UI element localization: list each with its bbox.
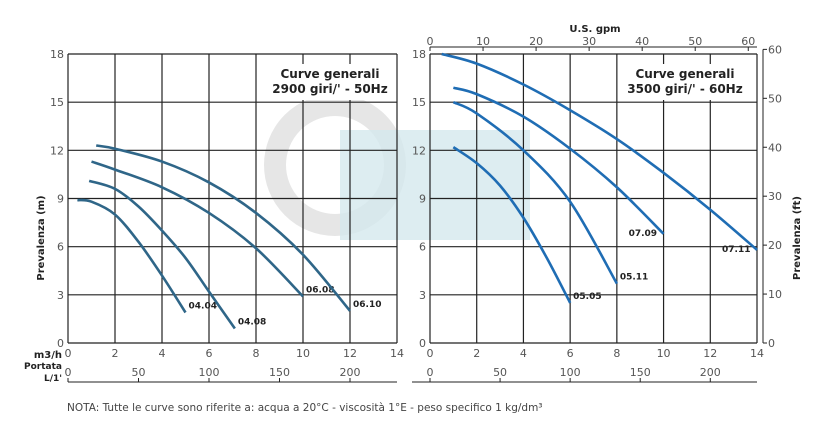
x2-tick-label: 100 — [198, 366, 219, 379]
y-tick-label: 0 — [57, 337, 64, 350]
ft-tick-label: 10 — [768, 288, 782, 301]
x-tick-label: 14 — [390, 347, 404, 360]
y2-axis-label: Prevalenza (ft) — [792, 196, 803, 280]
gpm-tick-label: 50 — [688, 35, 702, 48]
x-tick-label: 8 — [253, 347, 260, 360]
curve-05.05 — [452, 146, 572, 304]
y-tick-label: 3 — [57, 289, 64, 302]
y-tick-label: 12 — [412, 144, 426, 157]
curve-06.08 — [91, 160, 304, 298]
x-tick-label: 10 — [657, 347, 671, 360]
ft-tick-label: 50 — [768, 92, 782, 105]
x2-tick-label: 150 — [269, 366, 290, 379]
y-tick-label: 18 — [412, 48, 426, 61]
gpm-tick-label: 10 — [476, 35, 490, 48]
y-tick-label: 0 — [419, 337, 426, 350]
y-tick-label: 15 — [412, 96, 426, 109]
gpm-tick-label: 20 — [529, 35, 543, 48]
x-tick-label: 6 — [567, 347, 574, 360]
footnote: NOTA: Tutte le curve sono riferite a: ac… — [67, 402, 543, 414]
x-tick-label: 4 — [520, 347, 527, 360]
curve-04.08 — [88, 179, 236, 330]
x-tick-label: 2 — [112, 347, 119, 360]
x2-tick-label: 100 — [560, 366, 581, 379]
x-tick-label: 14 — [750, 347, 764, 360]
watermark-panel — [340, 130, 530, 240]
x2-tick-label: 50 — [131, 366, 145, 379]
x2-axis-label-line2: L/1' — [44, 374, 62, 384]
x-tick-label: 6 — [206, 347, 213, 360]
x2-axis-label-line1: Portata — [24, 362, 62, 372]
chart-title: Curve generali — [280, 67, 379, 81]
curve-label: 04.08 — [238, 318, 266, 328]
y-tick-label: 18 — [50, 48, 64, 61]
chart-panel-1: 0 2 4 6 8 10 12 14 0 3 6 9 12 15 18 Curve generali2900 … — [24, 48, 404, 384]
y-tick-label: 12 — [50, 144, 64, 157]
title-background — [265, 64, 395, 100]
ft-tick-label: 20 — [768, 239, 782, 252]
curve-label: 07.09 — [629, 229, 657, 239]
curve-04.04 — [77, 198, 187, 314]
x2-tick-label: 0 — [427, 366, 434, 379]
curve-label: 06.10 — [353, 300, 381, 310]
x2-tick-label: 0 — [65, 366, 72, 379]
y-tick-label: 6 — [57, 241, 64, 254]
x-axis-label: m3/h — [34, 350, 62, 361]
y-tick-label: 9 — [419, 193, 426, 206]
y-axis-label: Prevalenza (m) — [36, 195, 47, 280]
x-tick-label: 4 — [159, 347, 166, 360]
x2-tick-label: 50 — [493, 366, 507, 379]
curve-label: 07.11 — [722, 245, 750, 255]
x-tick-label: 8 — [613, 347, 620, 360]
ft-tick-label: 40 — [768, 141, 782, 154]
gpm-tick-label: 30 — [582, 35, 596, 48]
ft-tick-label: 30 — [768, 190, 782, 203]
curve-05.11 — [452, 100, 618, 285]
x-tick-label: 2 — [473, 347, 480, 360]
x2-tick-label: 200 — [339, 366, 360, 379]
curve-06.10 — [95, 144, 351, 312]
x2-tick-label: 150 — [630, 366, 651, 379]
gpm-axis-label: U.S. gpm — [569, 24, 620, 35]
curve-label: 05.11 — [620, 273, 648, 283]
chart-title: Curve generali — [635, 67, 734, 81]
title-background — [620, 64, 750, 100]
y-tick-label: 15 — [50, 96, 64, 109]
gpm-tick-label: 40 — [635, 35, 649, 48]
gpm-tick-label: 60 — [741, 35, 755, 48]
y-tick-label: 9 — [57, 193, 64, 206]
curve-07.11 — [441, 52, 758, 251]
curve-label: 05.05 — [573, 292, 601, 302]
x-tick-label: 12 — [703, 347, 717, 360]
chart-subtitle: 2900 giri/' - 50Hz — [272, 82, 387, 96]
ft-tick-label: 60 — [768, 43, 782, 56]
chart-panel-2: 0 2 4 6 8 10 12 14 0 3 6 9 12 15 18 Curve generali3500 … — [412, 24, 803, 383]
curve-label: 04.04 — [189, 301, 217, 311]
x2-tick-label: 200 — [700, 366, 721, 379]
gpm-tick-label: 0 — [427, 35, 434, 48]
y-tick-label: 6 — [419, 241, 426, 254]
curve-label: 06.08 — [306, 285, 334, 295]
chart-subtitle: 3500 giri/' - 60Hz — [627, 82, 742, 96]
y-tick-label: 3 — [419, 289, 426, 302]
curve-07.09 — [453, 86, 665, 235]
x-tick-label: 0 — [65, 347, 72, 360]
ft-tick-label: 0 — [768, 337, 775, 350]
x-tick-label: 0 — [427, 347, 434, 360]
x-tick-label: 10 — [296, 347, 310, 360]
x-tick-label: 12 — [343, 347, 357, 360]
